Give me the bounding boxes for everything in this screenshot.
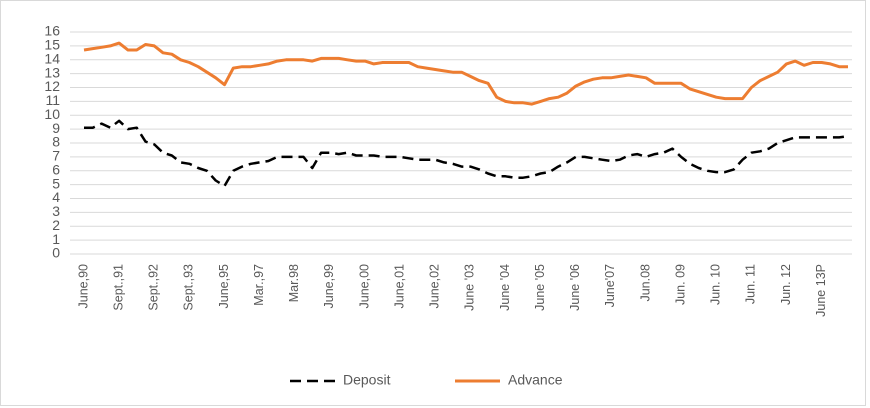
x-tick-label: Mar.,97 <box>252 264 266 306</box>
y-tick-label: 7 <box>52 148 60 164</box>
x-tick-label: Jun. 11 <box>744 264 758 304</box>
x-tick-label: Sept.,93 <box>182 264 196 311</box>
x-tick-label: Mar.98 <box>287 264 301 302</box>
y-tick-label: 1 <box>52 231 60 247</box>
y-tick-label: 11 <box>45 92 60 108</box>
x-tick-label: Jun. 12 <box>779 264 793 305</box>
x-tick-label: June 13P <box>814 264 828 317</box>
y-tick-label: 0 <box>52 245 60 261</box>
x-tick-label: Jun. 09 <box>673 264 687 305</box>
y-tick-label: 4 <box>52 189 60 205</box>
x-tick-label: June,99 <box>322 264 336 309</box>
x-tick-label: Sept.,91 <box>111 264 125 311</box>
y-tick-label: 16 <box>44 23 60 39</box>
x-tick-label: June,95 <box>217 264 231 309</box>
series-line <box>83 41 848 106</box>
y-tick-label: 10 <box>44 106 60 122</box>
legend-label: Deposit <box>343 372 391 388</box>
x-tick-label: June,90 <box>76 264 90 309</box>
x-tick-label: June,01 <box>392 264 406 309</box>
y-tick-label: 14 <box>44 50 60 66</box>
x-tick-label: Jun. 10 <box>709 264 723 305</box>
y-tick-label: 3 <box>52 203 60 219</box>
x-tick-label: June,00 <box>357 264 371 309</box>
x-tick-label: June '04 <box>498 264 512 311</box>
legend-label: Advance <box>508 372 563 388</box>
x-tick-label: June '05 <box>533 264 547 311</box>
y-tick-label: 12 <box>44 78 60 94</box>
x-tick-label: June,02 <box>428 264 442 309</box>
x-tick-label: Jun.08 <box>638 264 652 302</box>
x-tick-label: June '03 <box>463 264 477 311</box>
y-tick-label: 2 <box>52 217 60 233</box>
y-tick-label: 9 <box>52 120 60 136</box>
x-tick-label: June '06 <box>568 264 582 311</box>
y-tick-label: 5 <box>52 175 60 191</box>
y-tick-label: 13 <box>44 64 60 80</box>
y-tick-label: 8 <box>52 134 60 150</box>
x-tick-label: Sept.,92 <box>147 264 161 311</box>
y-tick-label: 6 <box>52 161 60 177</box>
x-tick-label: June'07 <box>603 264 617 307</box>
y-tick-label: 15 <box>44 37 60 53</box>
